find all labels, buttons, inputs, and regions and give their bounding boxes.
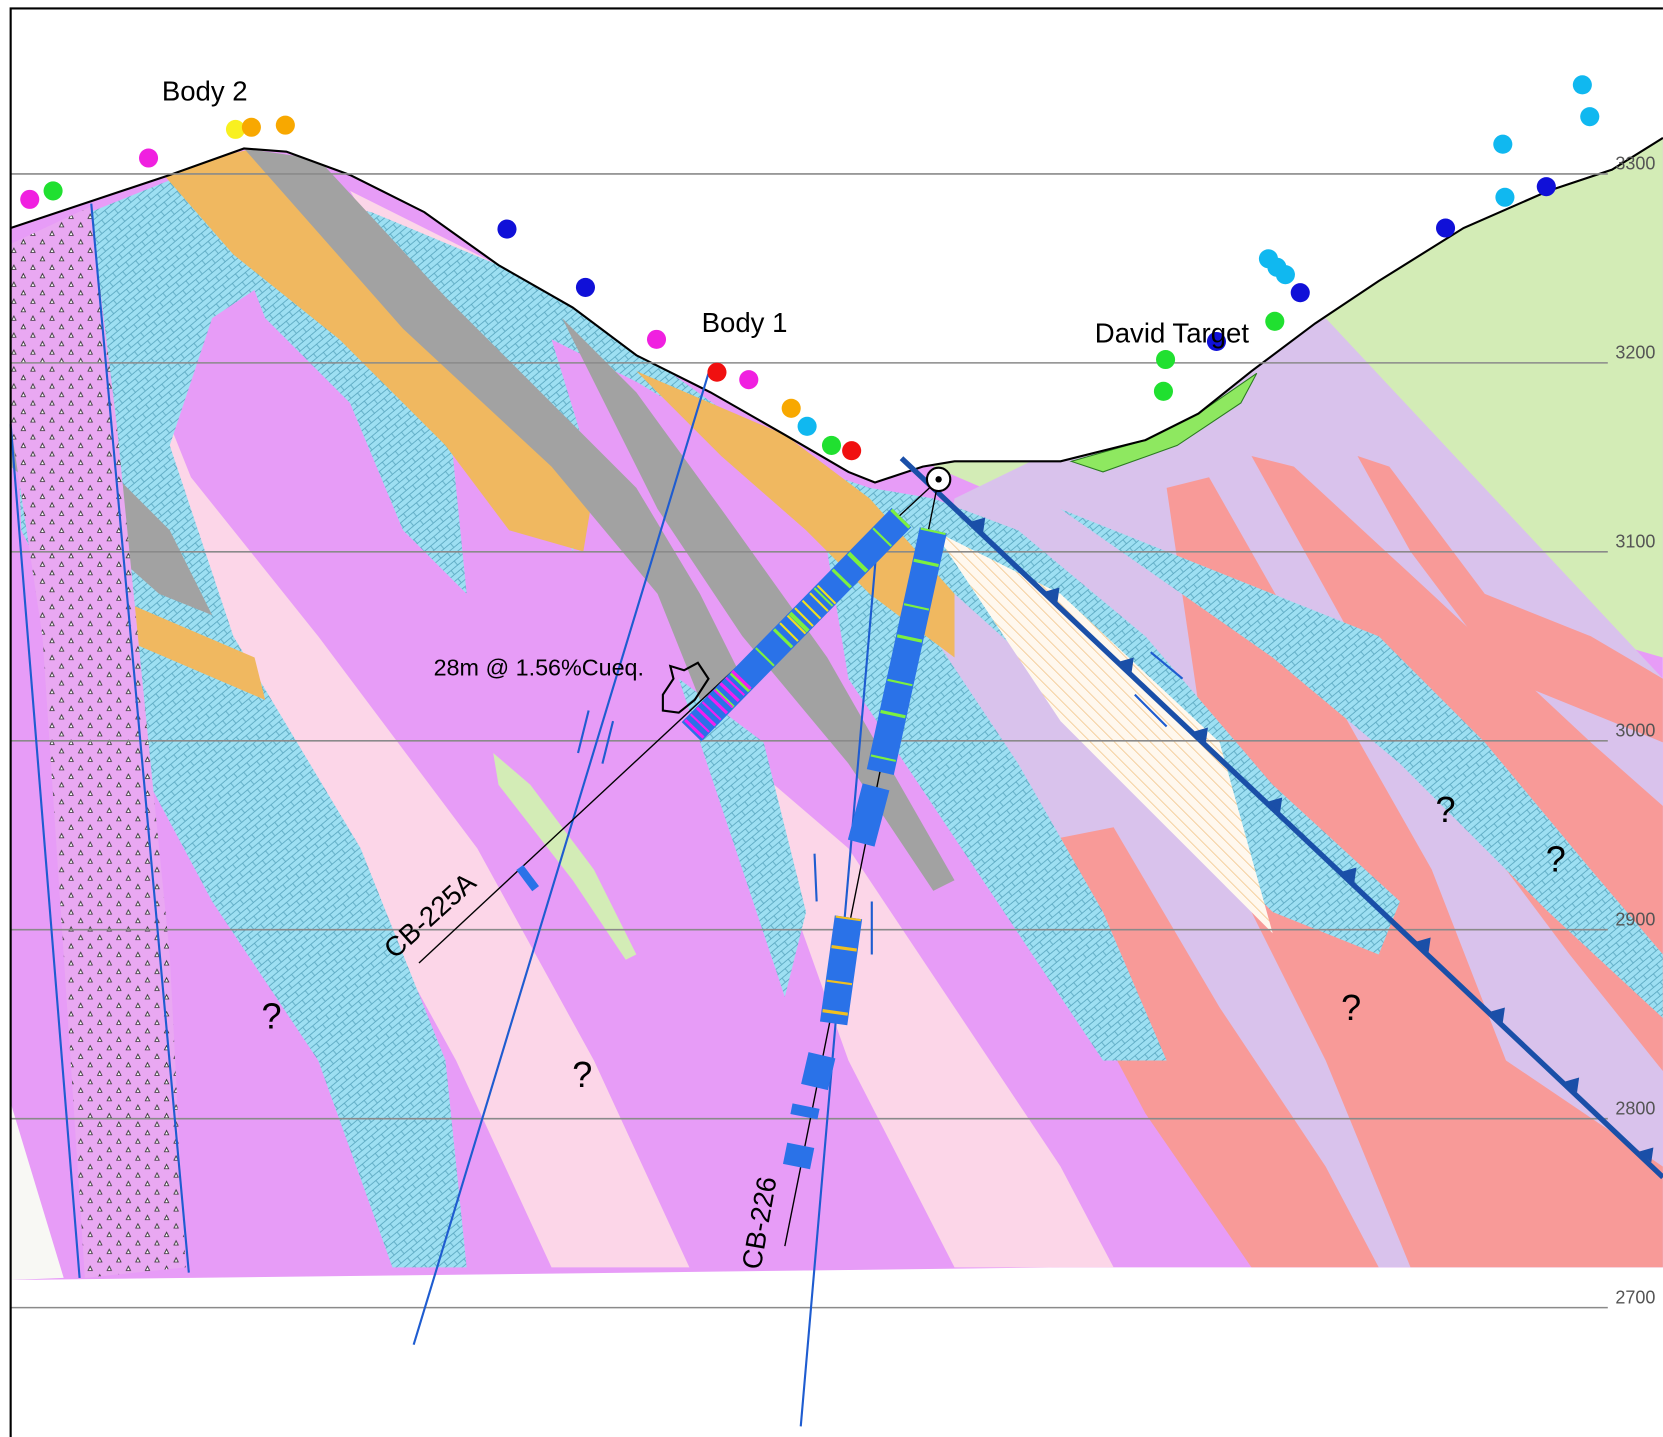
david-target-label: David Target <box>1095 318 1250 349</box>
elevation-label: 2900 <box>1615 909 1655 929</box>
unknown-mark: ? <box>1436 789 1456 830</box>
topography <box>10 136 1663 484</box>
elevation-label: 3300 <box>1615 154 1655 174</box>
body-2-label: Body 2 <box>162 76 248 107</box>
drill-holes <box>418 466 952 1247</box>
elevation-label: 2800 <box>1615 1098 1655 1118</box>
elevation-label: 2700 <box>1615 1287 1655 1307</box>
sample-points <box>20 75 1600 461</box>
unknown-mark: ? <box>1341 987 1361 1028</box>
body-1-label: Body 1 <box>702 307 788 338</box>
unknown-mark: ? <box>1546 839 1566 880</box>
unknown-mark: ? <box>572 1054 592 1095</box>
intercept-label: 28m @ 1.56%Cueq. <box>434 655 644 681</box>
elevation-label: 3000 <box>1615 721 1655 741</box>
frame <box>9 7 1663 1437</box>
unknown-mark: ? <box>262 996 282 1037</box>
thrust-fault <box>899 456 1663 1180</box>
elevation-label: 3200 <box>1615 343 1655 363</box>
elevation-grid: 3300 3200 3100 3000 2900 2800 2700 <box>10 154 1655 1309</box>
elevation-label: 3100 <box>1615 532 1655 552</box>
